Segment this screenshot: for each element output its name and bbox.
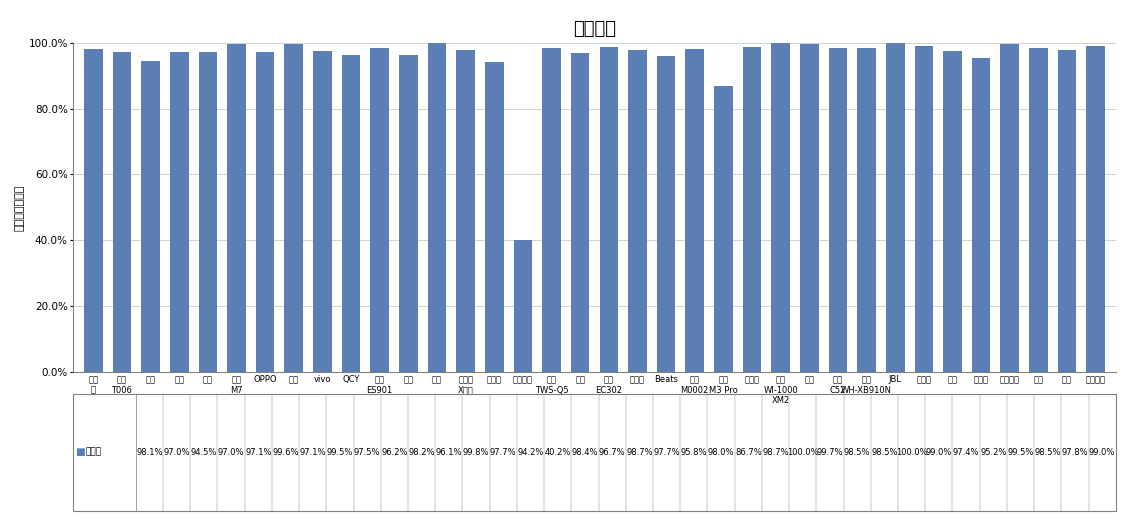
Bar — [256, 52, 275, 372]
Bar — [1086, 46, 1104, 372]
Bar — [113, 53, 131, 372]
Text: 99.0%: 99.0% — [925, 448, 952, 456]
Text: 98.5%: 98.5% — [1035, 448, 1061, 456]
Bar — [198, 52, 218, 372]
Bar — [828, 47, 848, 372]
Text: 97.8%: 97.8% — [1062, 448, 1089, 456]
Text: 100.0%: 100.0% — [787, 448, 818, 456]
Text: 98.5%: 98.5% — [871, 448, 897, 456]
Text: 97.1%: 97.1% — [300, 448, 326, 456]
Text: 98.7%: 98.7% — [762, 448, 789, 456]
Bar — [771, 43, 790, 372]
Bar — [371, 48, 389, 372]
Text: 97.4%: 97.4% — [952, 448, 979, 456]
Text: 98.2%: 98.2% — [408, 448, 435, 456]
Bar — [341, 55, 361, 372]
Bar — [971, 59, 991, 372]
Bar — [141, 61, 160, 372]
Bar — [600, 47, 618, 372]
Bar — [485, 62, 504, 372]
Bar — [571, 53, 589, 372]
Text: 97.1%: 97.1% — [245, 448, 272, 456]
Text: 94.5%: 94.5% — [190, 448, 218, 456]
Text: 95.2%: 95.2% — [980, 448, 1006, 456]
Bar — [313, 51, 331, 372]
Bar — [456, 50, 474, 372]
Text: 97.7%: 97.7% — [490, 448, 516, 456]
Text: 99.5%: 99.5% — [1008, 448, 1033, 456]
Bar — [628, 50, 647, 372]
Bar — [1058, 50, 1076, 372]
Text: ■: ■ — [76, 447, 86, 457]
Text: 97.7%: 97.7% — [654, 448, 680, 456]
Text: 97.0%: 97.0% — [218, 448, 245, 456]
Text: 98.1%: 98.1% — [136, 448, 162, 456]
Text: 98.4%: 98.4% — [571, 448, 598, 456]
Text: 98.0%: 98.0% — [708, 448, 735, 456]
Text: 96.2%: 96.2% — [381, 448, 408, 456]
Text: 100.0%: 100.0% — [896, 448, 928, 456]
Bar — [685, 49, 704, 372]
Text: 96.1%: 96.1% — [436, 448, 462, 456]
Text: 正确率: 正确率 — [86, 448, 101, 456]
Bar — [228, 44, 246, 372]
Bar — [858, 47, 876, 372]
Text: 99.5%: 99.5% — [327, 448, 353, 456]
Bar — [657, 56, 675, 372]
Title: 通话降噪: 通话降噪 — [573, 20, 616, 38]
Y-axis label: 主观测试正确率: 主观测试正确率 — [15, 184, 24, 231]
Bar — [886, 43, 905, 372]
Bar — [170, 53, 188, 372]
Text: 99.6%: 99.6% — [273, 448, 299, 456]
Bar — [514, 240, 532, 372]
Bar — [800, 44, 818, 372]
Text: 99.8%: 99.8% — [463, 448, 489, 456]
Text: 95.8%: 95.8% — [681, 448, 707, 456]
Text: 99.7%: 99.7% — [817, 448, 843, 456]
Bar — [284, 44, 303, 372]
Text: 97.0%: 97.0% — [163, 448, 189, 456]
Bar — [399, 55, 418, 372]
Text: 98.5%: 98.5% — [844, 448, 870, 456]
Bar — [427, 43, 446, 372]
Bar — [743, 47, 762, 372]
Bar — [715, 86, 733, 372]
Bar — [1001, 44, 1019, 372]
Text: 40.2%: 40.2% — [544, 448, 571, 456]
Text: 98.7%: 98.7% — [627, 448, 653, 456]
Bar — [1029, 47, 1048, 372]
Text: 99.0%: 99.0% — [1089, 448, 1116, 456]
Text: 97.5%: 97.5% — [354, 448, 381, 456]
Bar — [85, 49, 103, 372]
Bar — [542, 48, 561, 372]
Text: 86.7%: 86.7% — [735, 448, 762, 456]
Bar — [914, 46, 933, 372]
Text: 96.7%: 96.7% — [598, 448, 625, 456]
Text: 94.2%: 94.2% — [517, 448, 543, 456]
Bar — [943, 51, 961, 372]
